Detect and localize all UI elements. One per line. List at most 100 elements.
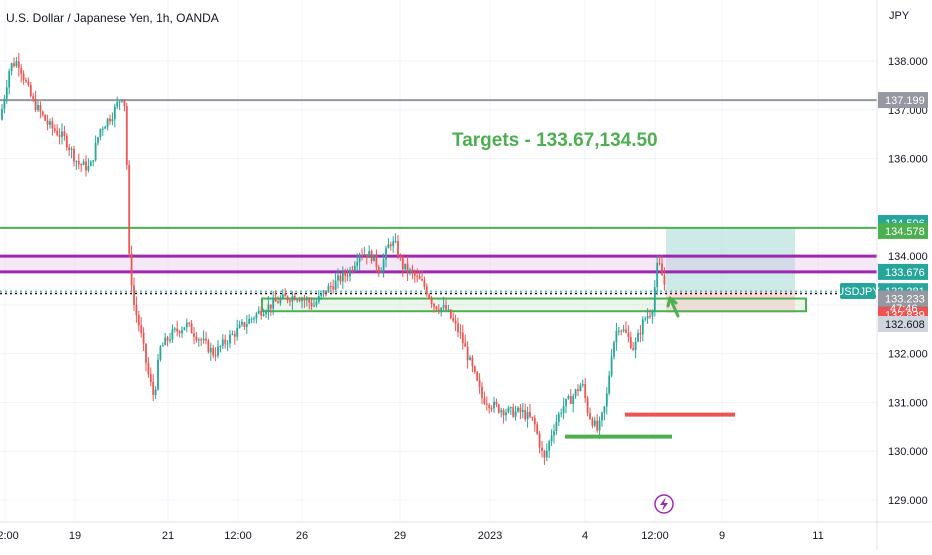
candle-body	[121, 99, 123, 102]
y-tick-label: 136.000	[888, 154, 928, 166]
candle-body	[363, 254, 366, 256]
candle-body	[178, 331, 181, 334]
candle-body	[183, 327, 186, 330]
candle-body	[137, 315, 140, 326]
candle-body	[488, 404, 491, 408]
candle-body	[109, 118, 111, 122]
candle-body	[440, 307, 443, 312]
candle-body	[229, 334, 231, 344]
candle-body	[152, 381, 155, 395]
candle-body	[190, 323, 193, 334]
candle-body	[608, 375, 611, 394]
candle-body	[15, 61, 18, 67]
symbol-tag[interactable]: USDJPY	[836, 283, 880, 299]
candle-body	[253, 318, 255, 320]
candle-body	[457, 323, 459, 333]
candle-body	[279, 298, 282, 304]
candle-body	[507, 407, 510, 413]
candle-body	[586, 398, 589, 414]
candle-body	[382, 259, 385, 272]
candle-body	[32, 96, 35, 99]
price-axis[interactable]: 129.000130.000131.000132.000133.000134.0…	[888, 56, 928, 507]
candle-body	[639, 333, 642, 335]
candle-body	[250, 318, 253, 320]
candle-body	[593, 420, 596, 426]
x-tick-label: 4	[582, 530, 588, 542]
candle-body	[447, 309, 450, 311]
candle-body	[430, 298, 433, 304]
candle-body	[301, 299, 303, 302]
candle-body	[341, 272, 344, 282]
candle-body	[627, 332, 630, 338]
candle-body	[519, 407, 522, 413]
candle-body	[373, 254, 375, 262]
candle-body	[370, 251, 373, 262]
candle-body	[435, 306, 438, 310]
candle-body	[212, 347, 215, 356]
candle-body	[157, 359, 159, 390]
candle-body	[481, 386, 483, 398]
x-tick-label: 12:00	[224, 530, 252, 542]
candle-body	[44, 114, 47, 121]
candle-body	[219, 346, 222, 348]
candle-body	[305, 299, 308, 301]
candle-body	[193, 333, 195, 337]
candle-body	[291, 295, 294, 302]
x-tick-label: 12:00	[641, 530, 669, 542]
candle-body	[459, 332, 462, 334]
price-label-133-676	[878, 263, 928, 280]
candle-body	[380, 271, 383, 273]
time-axis[interactable]: 12:00 19 21 12:00 26 29 2023 4 12:00 9 11	[0, 530, 824, 542]
candle-body	[289, 300, 291, 302]
candle-body	[123, 99, 126, 107]
price-label-text: 137.199	[885, 95, 925, 107]
candle-body	[274, 298, 277, 302]
candle-body	[284, 294, 287, 297]
candle-body	[257, 310, 260, 314]
candle-body	[495, 401, 498, 405]
candle-body	[188, 322, 191, 324]
candle-body	[325, 290, 327, 293]
candle-body	[233, 333, 236, 337]
support-zone-box	[261, 297, 807, 313]
candle-body	[644, 318, 647, 320]
candle-body	[334, 280, 337, 290]
candle-body	[579, 385, 582, 392]
x-tick-label: 21	[162, 530, 174, 542]
price-label-text: 132.608	[885, 319, 925, 331]
candle-body	[308, 299, 311, 303]
candle-body	[541, 447, 543, 451]
candle-body	[1, 108, 3, 120]
candle-body	[207, 340, 210, 353]
candle-body	[209, 347, 212, 353]
candle-body	[629, 337, 632, 349]
candle-body	[8, 71, 11, 88]
candle-body	[125, 106, 128, 166]
candle-body	[653, 287, 656, 312]
candle-body	[349, 269, 351, 277]
candle-body	[591, 418, 594, 426]
candle-body	[185, 322, 188, 328]
candle-body	[452, 318, 455, 321]
candle-body	[423, 280, 426, 287]
candle-body	[3, 98, 6, 109]
candle-body	[171, 329, 174, 340]
candle-body	[632, 348, 635, 350]
candle-body	[13, 63, 15, 67]
candle-body	[526, 412, 529, 420]
candle-body	[49, 121, 51, 125]
lightning-icon[interactable]	[654, 494, 674, 514]
candle-body	[461, 332, 464, 344]
candle-body	[92, 160, 95, 162]
candle-body	[490, 407, 493, 409]
candle-body	[176, 328, 179, 332]
candle-body	[361, 254, 363, 256]
candle-body	[397, 241, 399, 257]
candle-body	[236, 327, 239, 337]
candle-body	[514, 411, 517, 417]
candle-body	[646, 315, 649, 319]
candle-body	[512, 407, 515, 417]
chart-title: U.S. Dollar / Japanese Yen, 1h, OANDA	[6, 11, 219, 25]
candle-body	[133, 285, 135, 305]
